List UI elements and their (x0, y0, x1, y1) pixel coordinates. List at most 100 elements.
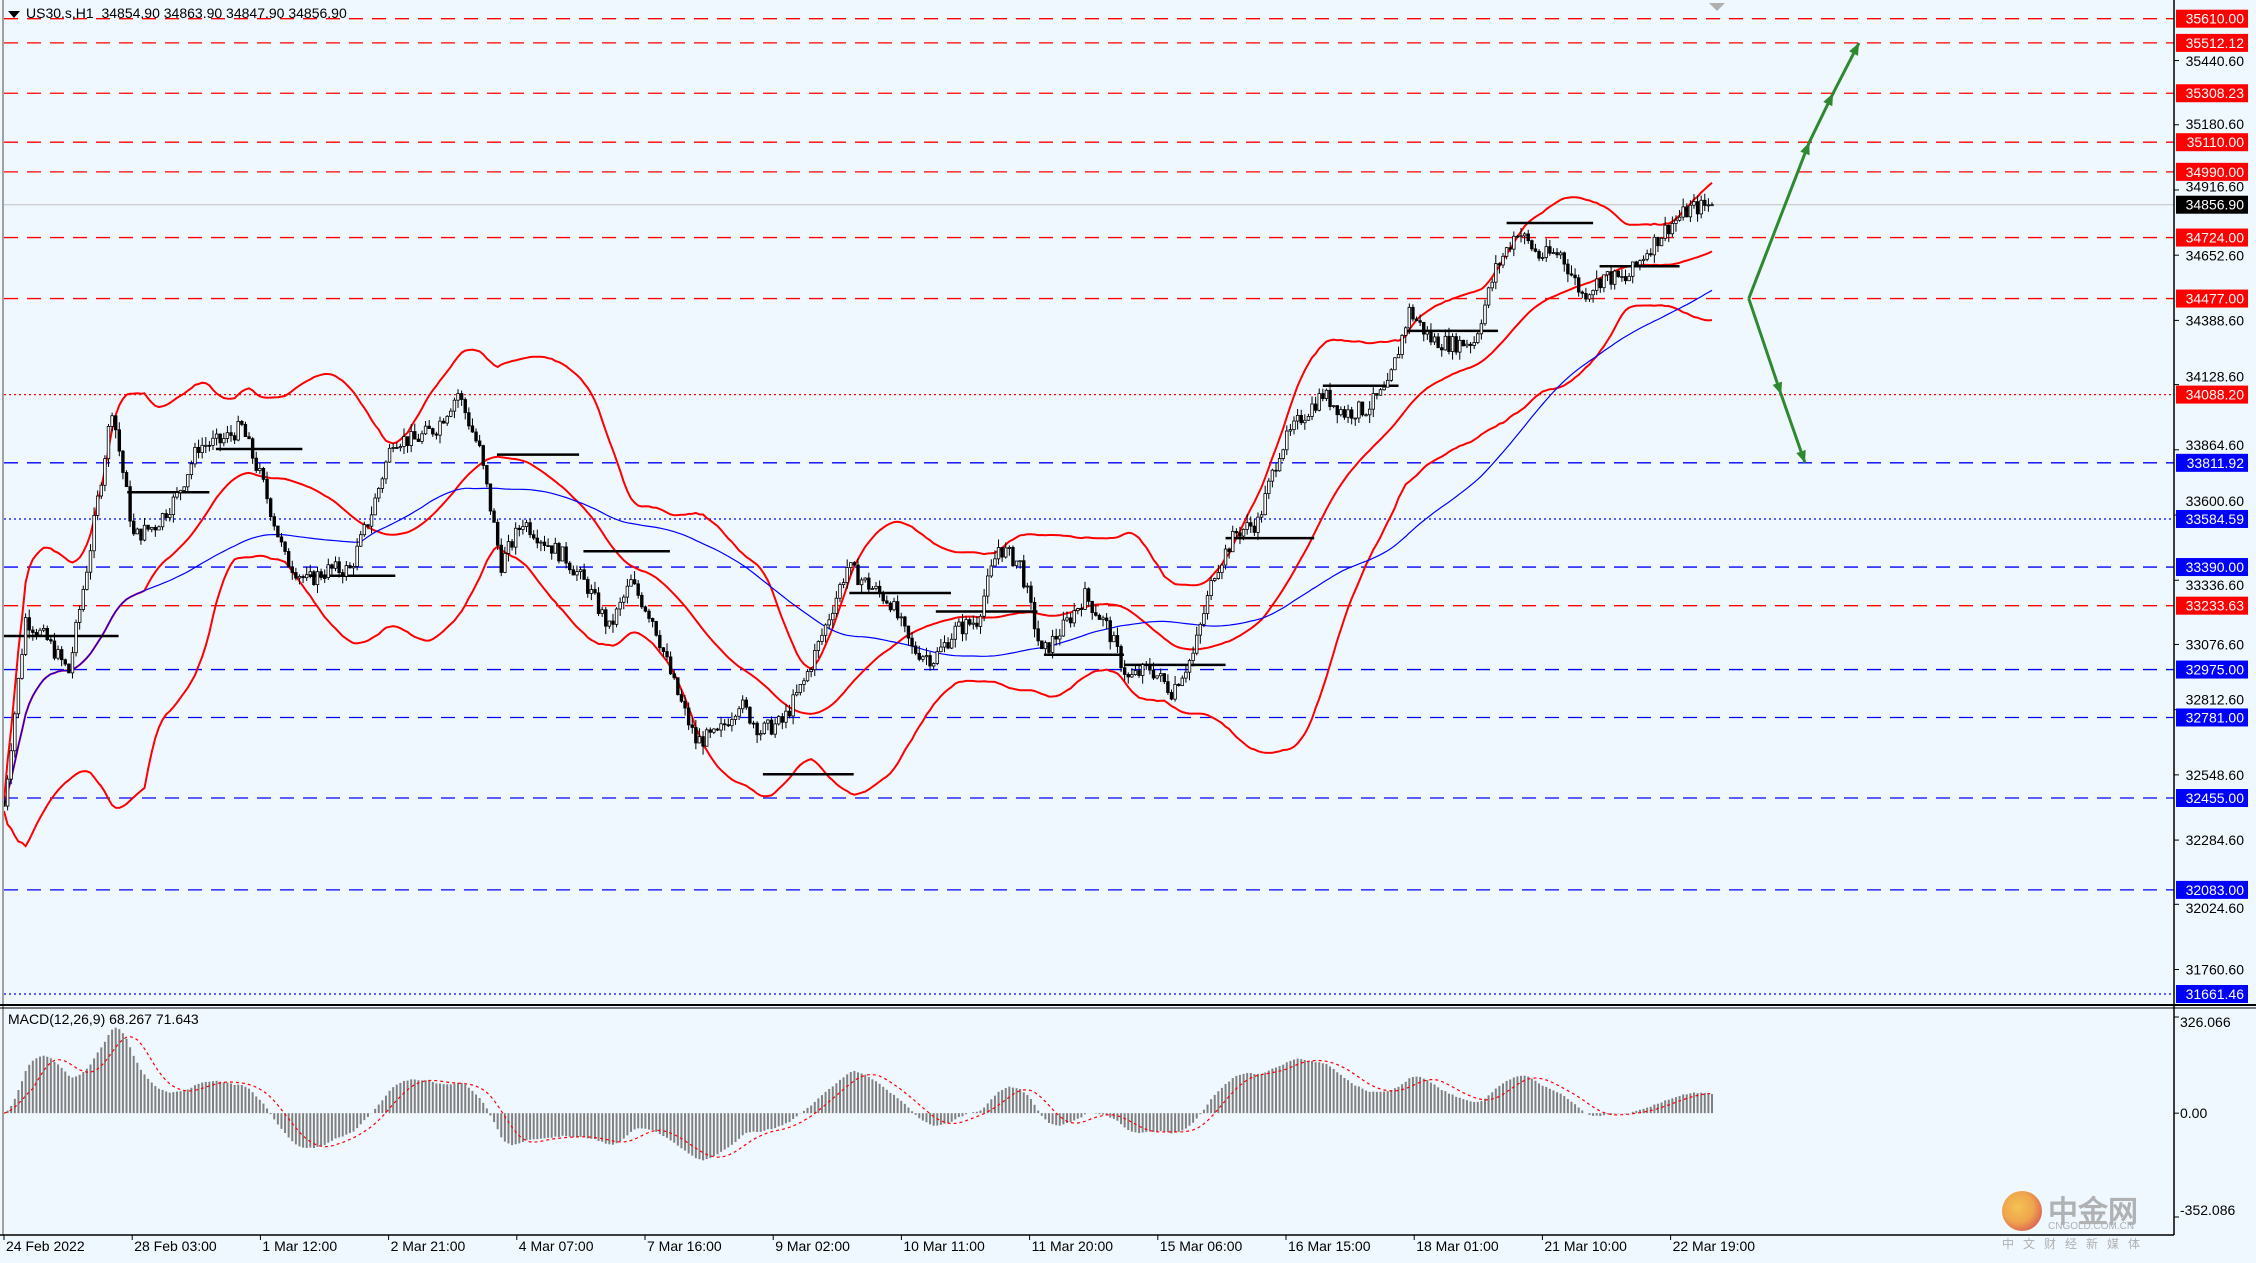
candle-bullish (1544, 246, 1548, 258)
dropdown-triangle-icon[interactable] (8, 10, 20, 18)
candle-bullish (142, 524, 147, 541)
candle-bullish (1256, 516, 1260, 533)
candle-bearish (1011, 547, 1015, 567)
candle-bullish (1277, 458, 1282, 472)
candle-bullish (1025, 585, 1030, 588)
candle-bullish (791, 694, 795, 717)
candle-bearish (975, 622, 979, 627)
candle-bullish (892, 601, 896, 611)
candle-bullish (1231, 531, 1235, 553)
candle-bearish (323, 577, 327, 579)
price-tick-label: 34916.60 (2186, 179, 2245, 195)
candle-bearish (1375, 393, 1379, 396)
level-label: 35512.12 (2186, 35, 2245, 51)
time-tick-label: 24 Feb 2022 (6, 1238, 85, 1254)
candle-bullish (759, 733, 763, 736)
level-labels: 35610.00 35512.12 35308.23 35110.00 34990.00… (2176, 9, 2248, 1003)
chart-shift-marker-icon[interactable] (1709, 3, 1725, 11)
candle-bullish (1018, 560, 1022, 563)
candle-bearish (888, 602, 893, 611)
time-tick-label: 15 Mar 06:00 (1160, 1238, 1243, 1254)
candle-bearish (459, 393, 464, 400)
candle-bullish (834, 597, 839, 614)
candle-bullish (1288, 429, 1293, 432)
candle-bearish (654, 621, 658, 636)
candle-bullish (423, 425, 428, 435)
candle-bearish (1436, 336, 1440, 349)
candle-bullish (524, 522, 529, 527)
candle-bullish (1663, 224, 1667, 239)
candle-bullish (1216, 572, 1221, 579)
candle-bullish (1670, 222, 1675, 235)
candle-bullish (957, 621, 961, 627)
candle-bullish (1483, 304, 1487, 325)
candle-bullish (1512, 235, 1516, 250)
candle-bearish (1047, 642, 1051, 653)
candle-bullish (762, 722, 767, 734)
price-tick-label: 34128.60 (2186, 369, 2245, 385)
candle-bullish (614, 608, 619, 625)
candle-bullish (351, 565, 356, 569)
candle-bearish (268, 498, 273, 518)
candle-bearish (903, 616, 907, 627)
candle-bullish (103, 458, 107, 486)
candle-bullish (150, 526, 154, 530)
candle-bearish (272, 516, 276, 527)
candle-bearish (1418, 320, 1422, 323)
candle-bearish (960, 621, 965, 635)
candle-bearish (348, 565, 352, 569)
candle-bearish (1122, 667, 1127, 675)
candle-bearish (557, 542, 561, 562)
candle-bullish (874, 585, 878, 589)
candle-bullish (993, 558, 997, 567)
candle-bullish (1195, 634, 1199, 654)
candle-bearish (341, 572, 345, 577)
candle-bearish (658, 634, 662, 649)
candle-bearish (611, 620, 615, 625)
candle-bullish (1551, 252, 1556, 254)
level-label-box (2176, 558, 2248, 577)
candle-bearish (564, 546, 568, 564)
candle-bearish (1036, 628, 1040, 642)
watermark-slogan: 中文财经新媒体 (2002, 1237, 2150, 1251)
candle-bearish (1328, 389, 1332, 407)
candle-bullish (1353, 417, 1357, 420)
candle-bearish (1249, 522, 1253, 527)
candle-bullish (1281, 449, 1285, 459)
candle-bullish (823, 624, 828, 636)
candle-bullish (1184, 671, 1188, 679)
candle-bullish (222, 438, 226, 444)
candle-bullish (41, 627, 46, 631)
current-price-box (2176, 195, 2248, 214)
level-label: 33233.63 (2186, 598, 2245, 614)
candle-bullish (704, 729, 709, 747)
level-label-box (2176, 788, 2248, 807)
candle-bullish (1198, 623, 1203, 636)
candle-bullish (1472, 342, 1476, 346)
level-label-box (2176, 33, 2248, 52)
level-label-box (2176, 162, 2248, 181)
candle-bearish (701, 736, 705, 747)
candle-bullish (178, 490, 183, 494)
candle-bearish (676, 677, 680, 695)
watermark-domain: CNGOLD.COM.CN (2048, 1221, 2135, 1232)
candle-bullish (1494, 263, 1498, 283)
candle-bearish (881, 592, 885, 602)
candle-bullish (1594, 278, 1599, 291)
time-tick-label: 18 Mar 01:00 (1416, 1238, 1499, 1254)
candle-bearish (1349, 409, 1354, 419)
candle-bearish (164, 513, 168, 519)
arrowhead-icon (1772, 381, 1783, 395)
candle-bearish (1609, 271, 1613, 285)
candle-bearish (416, 438, 421, 442)
arrowhead-icon (1796, 449, 1806, 463)
candle-bearish (856, 564, 860, 586)
candle-bullish (1043, 642, 1048, 650)
candle-bullish (1710, 204, 1714, 207)
candle-bullish (402, 436, 406, 447)
time-tick-label: 2 Mar 21:00 (391, 1238, 466, 1254)
candle-bullish (931, 663, 936, 667)
candle-bearish (1126, 674, 1130, 678)
candle-bullish (539, 541, 543, 544)
